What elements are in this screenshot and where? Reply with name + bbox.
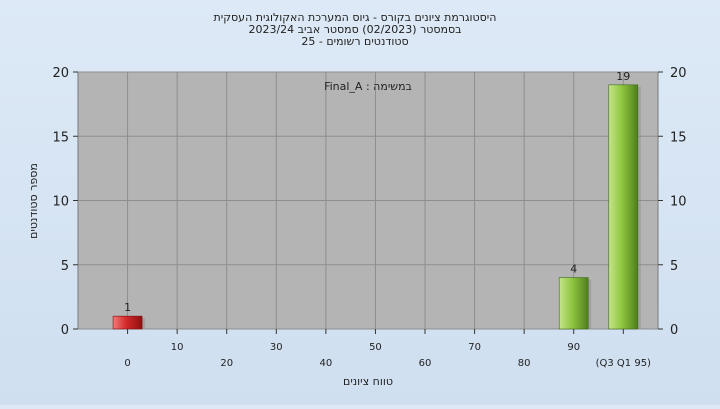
x-tick-label-4: 40 — [319, 358, 332, 369]
x-tick-label-9: 90 — [567, 342, 580, 353]
chart-annotation: במשימה : Final_A — [324, 80, 412, 93]
x-tick-label-5: 50 — [369, 342, 382, 353]
bars: 1 4 19 — [112, 70, 641, 330]
title-line-3: סטודנטים רשומים - 25 — [301, 35, 408, 48]
axes: 0 0 5 5 10 10 15 15 20 20 0 10 20 30 40 50 60 70 80 90 (Q3 Q… — [52, 66, 686, 369]
x-tick-label-2: 20 — [220, 358, 233, 369]
bar-2 — [608, 84, 639, 330]
bar-value-label-1: 4 — [570, 263, 577, 276]
bar-value-label-0: 1 — [124, 301, 131, 314]
x-tick-label-3: 30 — [270, 342, 283, 353]
y-tick-label-left-4: 20 — [52, 66, 69, 81]
x-tick-label-7: 70 — [468, 342, 481, 353]
y-tick-label-left-2: 10 — [52, 195, 69, 210]
y-axis-label: מספר סטודנטים — [27, 163, 40, 239]
title-line-2: בסמסטר (02/2023) סמסטר אביב 2023/24 — [248, 23, 461, 36]
bar-0 — [112, 315, 143, 330]
bar-1 — [558, 277, 589, 330]
y-tick-label-right-1: 5 — [670, 259, 678, 274]
x-tick-label-0: 0 — [124, 358, 130, 369]
y-tick-label-right-2: 10 — [670, 195, 687, 210]
y-tick-label-left-0: 0 — [61, 323, 69, 338]
x-tick-label-6: 60 — [419, 358, 432, 369]
x-tick-label-10: (Q3 Q1 95) — [596, 358, 651, 369]
x-tick-label-8: 80 — [518, 358, 531, 369]
y-tick-label-right-4: 20 — [670, 66, 687, 81]
y-tick-label-left-3: 15 — [52, 130, 69, 145]
y-tick-label-right-0: 0 — [670, 323, 678, 338]
chart-title: היסטוגרמת ציונים בקורס - גיוס המערכת האק… — [214, 11, 497, 48]
bar-value-label-2: 19 — [616, 70, 630, 83]
x-axis-label: טווח ציונים — [343, 375, 393, 388]
title-line-1: היסטוגרמת ציונים בקורס - גיוס המערכת האק… — [214, 11, 497, 24]
x-tick-label-1: 10 — [171, 342, 184, 353]
y-tick-label-right-3: 15 — [670, 130, 687, 145]
y-tick-label-left-1: 5 — [61, 259, 69, 274]
